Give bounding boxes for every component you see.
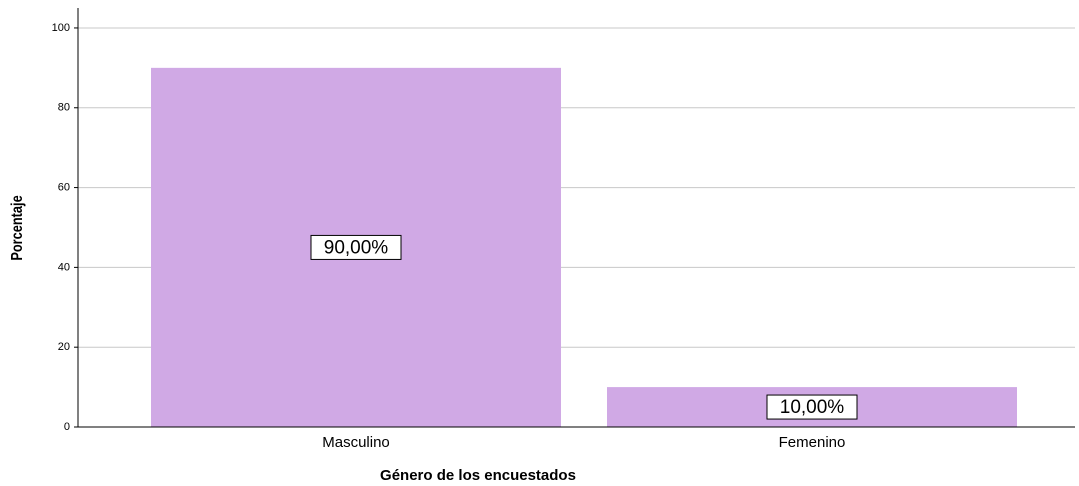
value-label: 10,00% — [780, 397, 845, 418]
x-tick-label: Femenino — [779, 434, 846, 451]
y-tick-label: 20 — [58, 341, 70, 353]
y-tick-label: 80 — [58, 102, 70, 114]
y-tick-label: 60 — [58, 181, 70, 193]
y-axis-title: Porcentaje — [9, 195, 27, 260]
y-tick-label: 0 — [64, 421, 70, 433]
y-tick-label: 40 — [58, 261, 70, 273]
value-label-box — [310, 234, 402, 260]
value-label: 90,00% — [324, 237, 389, 258]
value-label-box — [766, 394, 858, 420]
x-axis-title: Género de los encuestados — [380, 467, 576, 484]
y-tick-label: 100 — [52, 22, 70, 34]
x-tick-label: Masculino — [322, 434, 390, 451]
